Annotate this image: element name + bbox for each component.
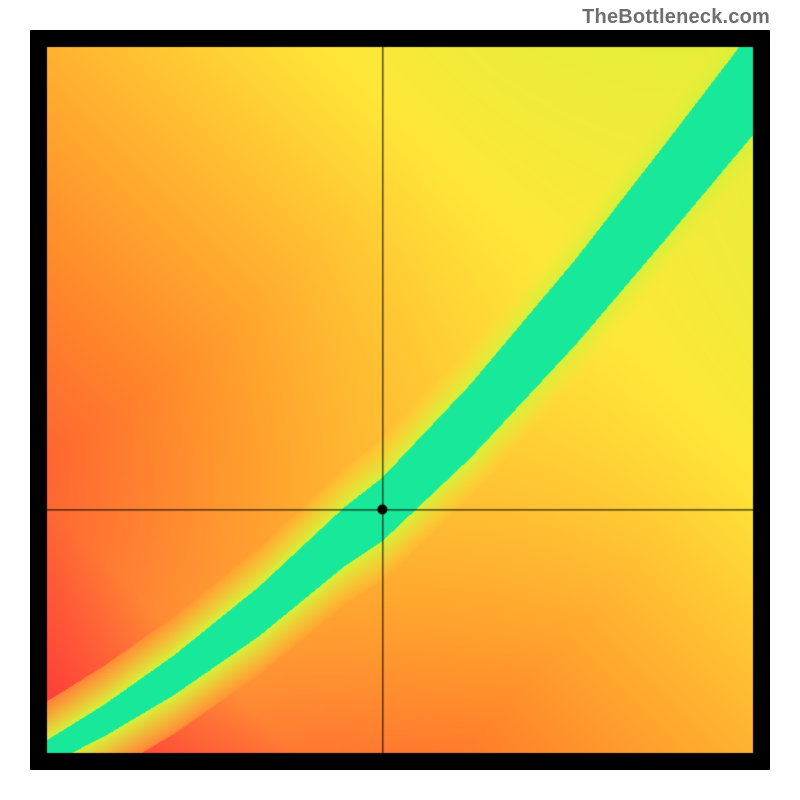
chart-container: TheBottleneck.com: [0, 0, 800, 800]
plot-frame: [30, 30, 770, 770]
watermark-label: TheBottleneck.com: [582, 6, 770, 29]
heatmap-canvas: [30, 30, 770, 770]
